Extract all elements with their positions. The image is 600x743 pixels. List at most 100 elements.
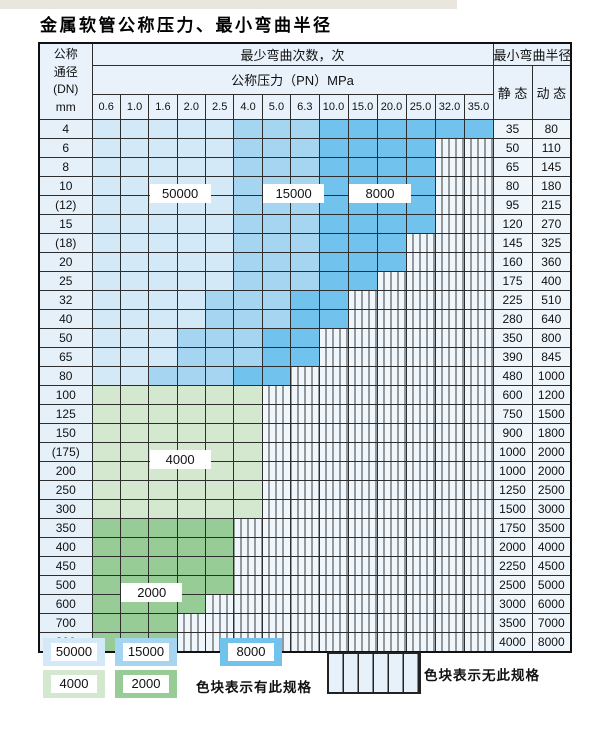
no-spec-cell xyxy=(376,384,407,405)
spec-cell xyxy=(119,289,150,310)
spec-cell xyxy=(318,308,349,329)
spec-cell xyxy=(347,213,378,234)
no-spec-cell xyxy=(376,422,407,443)
spec-cell xyxy=(376,232,407,253)
spec-cell xyxy=(261,289,292,310)
spec-cell xyxy=(233,232,263,253)
page-title: 金属软管公称压力、最小弯曲半径 xyxy=(40,16,333,36)
spec-cell xyxy=(148,555,178,576)
no-spec-cell xyxy=(434,327,465,348)
no-spec-cell xyxy=(290,498,320,519)
no-spec-cell xyxy=(405,555,436,576)
table-row: 250 1250 2500 xyxy=(38,479,572,500)
spec-cell xyxy=(233,346,263,367)
no-spec-cell xyxy=(347,346,378,367)
spec-cell xyxy=(148,118,178,139)
spec-cell xyxy=(233,498,263,519)
spec-cell xyxy=(318,232,349,253)
no-spec-cell xyxy=(290,593,320,614)
table-body: 4 35 80 6 50 110 8 65 145 10 80 180 (12) 95 215 15 120 27… xyxy=(38,118,572,652)
static-radius-cell: 50 xyxy=(492,137,533,158)
dynamic-radius-cell: 4500 xyxy=(531,555,572,576)
no-spec-cell xyxy=(347,384,378,405)
table-row: 32 225 510 xyxy=(38,289,572,310)
no-spec-cell xyxy=(290,517,320,538)
spec-cell xyxy=(91,118,121,139)
spec-cell xyxy=(204,422,235,443)
spec-cell xyxy=(148,156,178,177)
spec-cell xyxy=(119,156,150,177)
dynamic-radius-cell: 1800 xyxy=(531,422,572,443)
pressure-col-label: 25.0 xyxy=(405,93,436,120)
no-spec-cell xyxy=(318,384,349,405)
spec-cell xyxy=(148,422,178,443)
spec-cell xyxy=(91,479,121,500)
static-radius-cell: 225 xyxy=(492,289,533,310)
spec-cell xyxy=(119,270,150,291)
no-spec-cell xyxy=(405,384,436,405)
cycle-count-label: 8000 xyxy=(349,184,411,203)
no-spec-cell xyxy=(347,479,378,500)
spec-cell xyxy=(119,194,150,215)
spec-cell xyxy=(119,631,150,652)
dn-cell: (12) xyxy=(38,194,93,215)
no-spec-cell xyxy=(463,403,494,424)
no-spec-cell xyxy=(463,346,494,367)
pressure-header: 公称压力（PN）MPa xyxy=(91,64,494,95)
no-spec-cell xyxy=(463,289,494,310)
no-spec-cell xyxy=(233,517,263,538)
top-strip xyxy=(0,0,457,9)
dynamic-radius-cell: 215 xyxy=(531,194,572,215)
spec-cell xyxy=(204,289,235,310)
spec-cell xyxy=(233,365,263,386)
no-spec-cell xyxy=(463,270,494,291)
spec-cell xyxy=(148,346,178,367)
no-spec-cell xyxy=(290,422,320,443)
no-spec-cell xyxy=(405,308,436,329)
no-spec-cell xyxy=(463,327,494,348)
spec-cell xyxy=(261,346,292,367)
spec-cell xyxy=(148,289,178,310)
spec-cell xyxy=(204,156,235,177)
no-spec-cell xyxy=(176,612,207,633)
spec-cell xyxy=(119,612,150,633)
spec-cell xyxy=(119,213,150,234)
spec-cell xyxy=(233,137,263,158)
dynamic-radius-cell: 510 xyxy=(531,289,572,310)
spec-cell xyxy=(176,536,207,557)
spec-cell xyxy=(148,612,178,633)
no-spec-cell xyxy=(347,612,378,633)
no-spec-cell xyxy=(376,498,407,519)
static-radius-cell: 2250 xyxy=(492,555,533,576)
spec-cell xyxy=(233,213,263,234)
spec-table-wrap: 公称 通径 (DN) mm 最少弯曲次数，次 最小弯曲半径 公称压力（PN）MP… xyxy=(38,42,573,653)
static-radius-cell: 3500 xyxy=(492,612,533,633)
no-spec-cell xyxy=(434,346,465,367)
table-row: 125 750 1500 xyxy=(38,403,572,424)
spec-cell xyxy=(119,441,150,462)
spec-cell xyxy=(204,536,235,557)
static-radius-cell: 35 xyxy=(492,118,533,139)
spec-cell xyxy=(176,403,207,424)
no-spec-cell xyxy=(405,460,436,481)
no-spec-cell xyxy=(290,555,320,576)
dn-cell: 20 xyxy=(38,251,93,272)
no-spec-cell xyxy=(376,270,407,291)
table-row: 15 120 270 xyxy=(38,213,572,234)
dn-cell: 350 xyxy=(38,517,93,538)
no-spec-cell xyxy=(405,403,436,424)
no-spec-cell xyxy=(376,289,407,310)
cycle-count-label: 15000 xyxy=(263,184,324,203)
spec-cell xyxy=(233,175,263,196)
no-spec-cell xyxy=(290,574,320,595)
spec-cell xyxy=(204,270,235,291)
no-spec-cell xyxy=(376,536,407,557)
spec-cell xyxy=(176,251,207,272)
spec-cell xyxy=(119,517,150,538)
no-spec-cell xyxy=(434,175,465,196)
spec-cell xyxy=(148,270,178,291)
no-spec-cell xyxy=(463,175,494,196)
no-spec-cell xyxy=(318,479,349,500)
no-spec-cell xyxy=(434,441,465,462)
dynamic-radius-cell: 1000 xyxy=(531,365,572,386)
